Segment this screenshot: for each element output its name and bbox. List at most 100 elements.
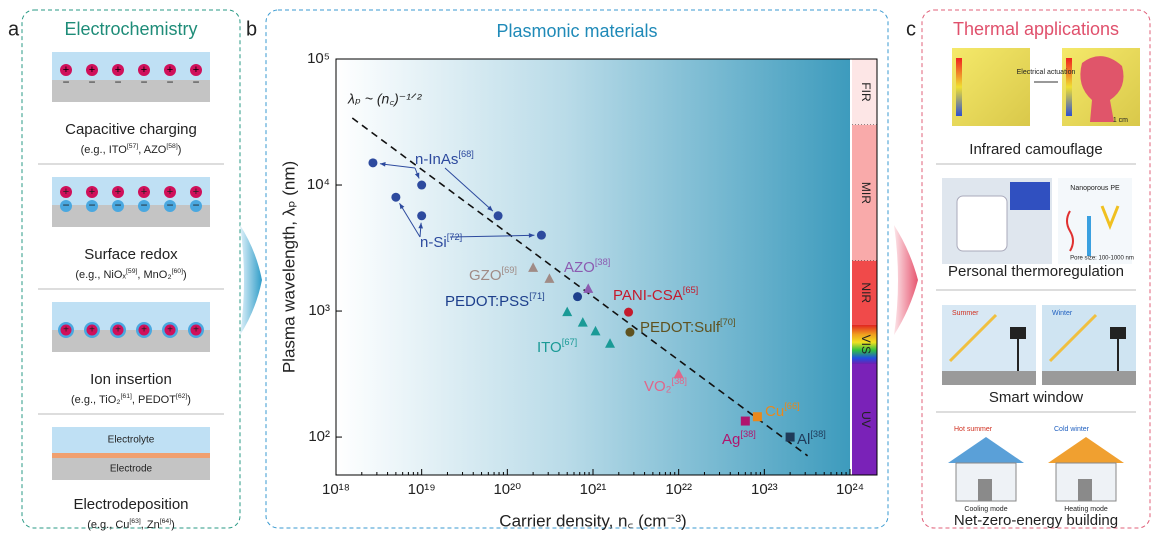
spectral-band bbox=[852, 363, 877, 475]
data-point bbox=[368, 158, 378, 168]
plus: + bbox=[63, 64, 69, 76]
cation bbox=[86, 324, 98, 336]
spectral-band bbox=[852, 260, 877, 325]
panel-title: Thermal applications bbox=[953, 19, 1119, 39]
panel-c-frame bbox=[921, 9, 1151, 529]
redox-site bbox=[86, 200, 98, 212]
pointer-head bbox=[528, 233, 535, 238]
minus: − bbox=[166, 75, 173, 89]
data-point bbox=[528, 262, 539, 272]
panel-a-frame bbox=[21, 9, 241, 529]
color-scale bbox=[1066, 58, 1072, 116]
plus: + bbox=[63, 325, 69, 336]
electrode bbox=[52, 458, 210, 480]
note: Heating mode bbox=[1064, 506, 1108, 513]
item-label: Surface redox bbox=[84, 246, 178, 263]
pointer bbox=[399, 202, 421, 238]
plot-frame bbox=[335, 58, 878, 476]
plus: + bbox=[115, 64, 121, 76]
spectral-band bbox=[852, 59, 877, 125]
data-point bbox=[624, 307, 634, 317]
y-tick-label: 10³ bbox=[308, 302, 330, 319]
cation bbox=[164, 324, 176, 336]
window bbox=[948, 313, 998, 363]
electrode bbox=[52, 205, 210, 227]
minus: − bbox=[140, 198, 147, 212]
band-label: UV bbox=[859, 411, 873, 428]
data-point bbox=[391, 192, 401, 202]
data-point bbox=[740, 416, 750, 426]
minus: − bbox=[62, 75, 69, 89]
floor bbox=[1042, 371, 1136, 385]
cation bbox=[190, 186, 202, 198]
x-tick-label: 10¹⁸ bbox=[322, 481, 350, 498]
item-example: (e.g., ITO[57], AZO[58]) bbox=[81, 143, 182, 156]
cation bbox=[190, 324, 202, 336]
minus: − bbox=[114, 198, 121, 212]
deposit-layer bbox=[52, 453, 210, 458]
series-label: PEDOT:PSS[71] bbox=[445, 291, 545, 310]
minus: − bbox=[192, 198, 199, 212]
data-point bbox=[785, 432, 795, 442]
hot-region bbox=[1080, 56, 1124, 122]
panel-letter: b bbox=[246, 18, 257, 40]
y-tick-label: 10⁵ bbox=[307, 50, 330, 67]
cation bbox=[164, 64, 176, 76]
electrolyte bbox=[52, 177, 210, 205]
shirt bbox=[956, 195, 1008, 252]
band-label: MIR bbox=[859, 182, 873, 204]
x-tick-label: 10¹⁹ bbox=[408, 481, 436, 498]
band-label: VIS bbox=[859, 335, 873, 354]
plus: + bbox=[167, 64, 173, 76]
band-label: NIR bbox=[859, 282, 873, 303]
item-label: Capacitive charging bbox=[65, 121, 197, 138]
arrow bbox=[894, 225, 918, 335]
item-label: Infrared camouflage bbox=[969, 141, 1102, 158]
plus: + bbox=[141, 325, 147, 336]
x-tick-label: 10²² bbox=[665, 481, 692, 498]
sun-ray bbox=[1100, 205, 1120, 231]
plus: + bbox=[193, 325, 199, 336]
cation bbox=[138, 186, 150, 198]
data-point bbox=[673, 368, 684, 379]
cation bbox=[86, 64, 98, 76]
pointer bbox=[444, 167, 494, 212]
series-label: PEDOT:Sulf[70] bbox=[640, 317, 736, 336]
cation bbox=[112, 64, 124, 76]
note: Nanoporous PE bbox=[1070, 185, 1120, 192]
data-point bbox=[577, 317, 588, 327]
data-point bbox=[417, 180, 427, 190]
fit-label: λₚ ~ (n꜀)⁻¹ᐟ² bbox=[347, 91, 423, 107]
minus: − bbox=[140, 75, 147, 89]
electrolyte bbox=[52, 52, 210, 80]
panel-letter: a bbox=[8, 18, 20, 40]
plus: + bbox=[167, 325, 173, 336]
cation bbox=[60, 186, 72, 198]
pointer bbox=[449, 234, 535, 238]
redox-site bbox=[138, 200, 150, 212]
pointer-head bbox=[418, 222, 424, 229]
cation bbox=[138, 64, 150, 76]
electrode bbox=[52, 80, 210, 102]
cation bbox=[138, 324, 150, 336]
item-label: Ion insertion bbox=[90, 371, 172, 388]
item-example: (e.g., Cu[63], Zn[64]) bbox=[87, 518, 175, 531]
note: 1 cm bbox=[1113, 117, 1128, 124]
note: Summer bbox=[952, 310, 979, 317]
y-tick-label: 10² bbox=[308, 428, 330, 445]
lamp-shade bbox=[1110, 327, 1126, 339]
cation bbox=[112, 186, 124, 198]
cation bbox=[60, 64, 72, 76]
plus: + bbox=[141, 64, 147, 76]
pointer-head bbox=[414, 172, 420, 179]
minus: − bbox=[114, 75, 121, 89]
minus: − bbox=[62, 198, 69, 212]
plus: + bbox=[89, 325, 95, 336]
panel-title: Electrochemistry bbox=[64, 19, 197, 39]
x-tick-label: 10²⁴ bbox=[836, 481, 864, 498]
data-point bbox=[625, 327, 635, 337]
plus: + bbox=[167, 186, 173, 198]
x-tick-label: 10²³ bbox=[751, 481, 778, 498]
cation bbox=[190, 64, 202, 76]
note: Electrical actuation bbox=[1017, 69, 1076, 76]
